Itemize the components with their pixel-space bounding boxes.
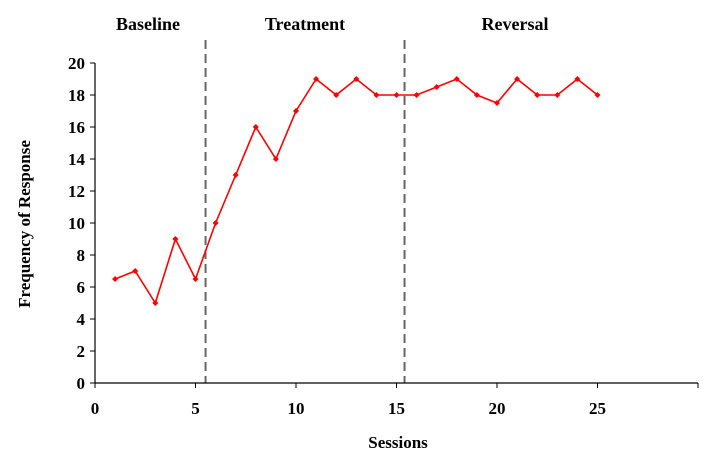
data-point bbox=[192, 276, 199, 282]
data-point bbox=[252, 124, 259, 130]
x-tick-label: 10 bbox=[288, 399, 305, 418]
y-tick-label: 14 bbox=[68, 150, 86, 169]
y-tick-label: 4 bbox=[77, 310, 86, 329]
data-point bbox=[574, 76, 581, 82]
series-line bbox=[114, 77, 598, 305]
data-point bbox=[152, 300, 159, 306]
data-point bbox=[494, 100, 500, 106]
data-point bbox=[272, 156, 279, 162]
phase-label: Baseline bbox=[116, 14, 180, 34]
x-tick-label: 15 bbox=[388, 399, 405, 418]
data-point bbox=[534, 92, 541, 98]
data-point bbox=[212, 220, 219, 226]
data-point bbox=[293, 108, 299, 114]
series-group bbox=[112, 76, 601, 306]
data-point bbox=[172, 236, 179, 242]
data-point bbox=[112, 276, 119, 282]
data-point bbox=[453, 76, 460, 82]
x-tick-label: 25 bbox=[589, 399, 606, 418]
data-point bbox=[594, 92, 601, 98]
y-tick-label: 18 bbox=[68, 86, 85, 105]
x-axis-title: Sessions bbox=[368, 433, 428, 452]
phase-label: Reversal bbox=[482, 14, 549, 34]
y-tick-label: 2 bbox=[77, 342, 86, 361]
data-point bbox=[353, 76, 360, 82]
data-point bbox=[473, 92, 480, 98]
data-point bbox=[232, 172, 239, 178]
data-point bbox=[554, 92, 561, 98]
x-tick-label: 5 bbox=[191, 399, 200, 418]
data-point bbox=[373, 92, 380, 98]
data-point bbox=[393, 92, 400, 98]
phase-label: Treatment bbox=[265, 14, 345, 34]
x-tick-label: 20 bbox=[489, 399, 506, 418]
data-point bbox=[514, 76, 521, 82]
y-tick-label: 6 bbox=[77, 278, 86, 297]
y-axis-title: Frequency of Response bbox=[15, 140, 34, 308]
y-tick-label: 8 bbox=[77, 246, 86, 265]
data-point bbox=[132, 268, 139, 274]
y-tick-label: 20 bbox=[68, 54, 85, 73]
y-tick-label: 16 bbox=[68, 118, 85, 137]
axes bbox=[90, 62, 699, 388]
phase-labels: Baseline Treatment Reversal bbox=[116, 14, 549, 34]
data-point bbox=[413, 92, 420, 98]
tick-labels: 0 2 4 6 8 10 12 14 16 18 20 0 5 10 15 20 25 bbox=[68, 54, 606, 418]
y-tick-label: 10 bbox=[68, 214, 85, 233]
y-tick-label: 0 bbox=[77, 374, 86, 393]
data-point bbox=[313, 76, 320, 82]
data-point bbox=[433, 84, 440, 90]
phase-divider-lines bbox=[204, 40, 406, 383]
data-point bbox=[333, 92, 340, 98]
y-tick-label: 12 bbox=[68, 182, 85, 201]
x-tick-label: 0 bbox=[91, 399, 100, 418]
